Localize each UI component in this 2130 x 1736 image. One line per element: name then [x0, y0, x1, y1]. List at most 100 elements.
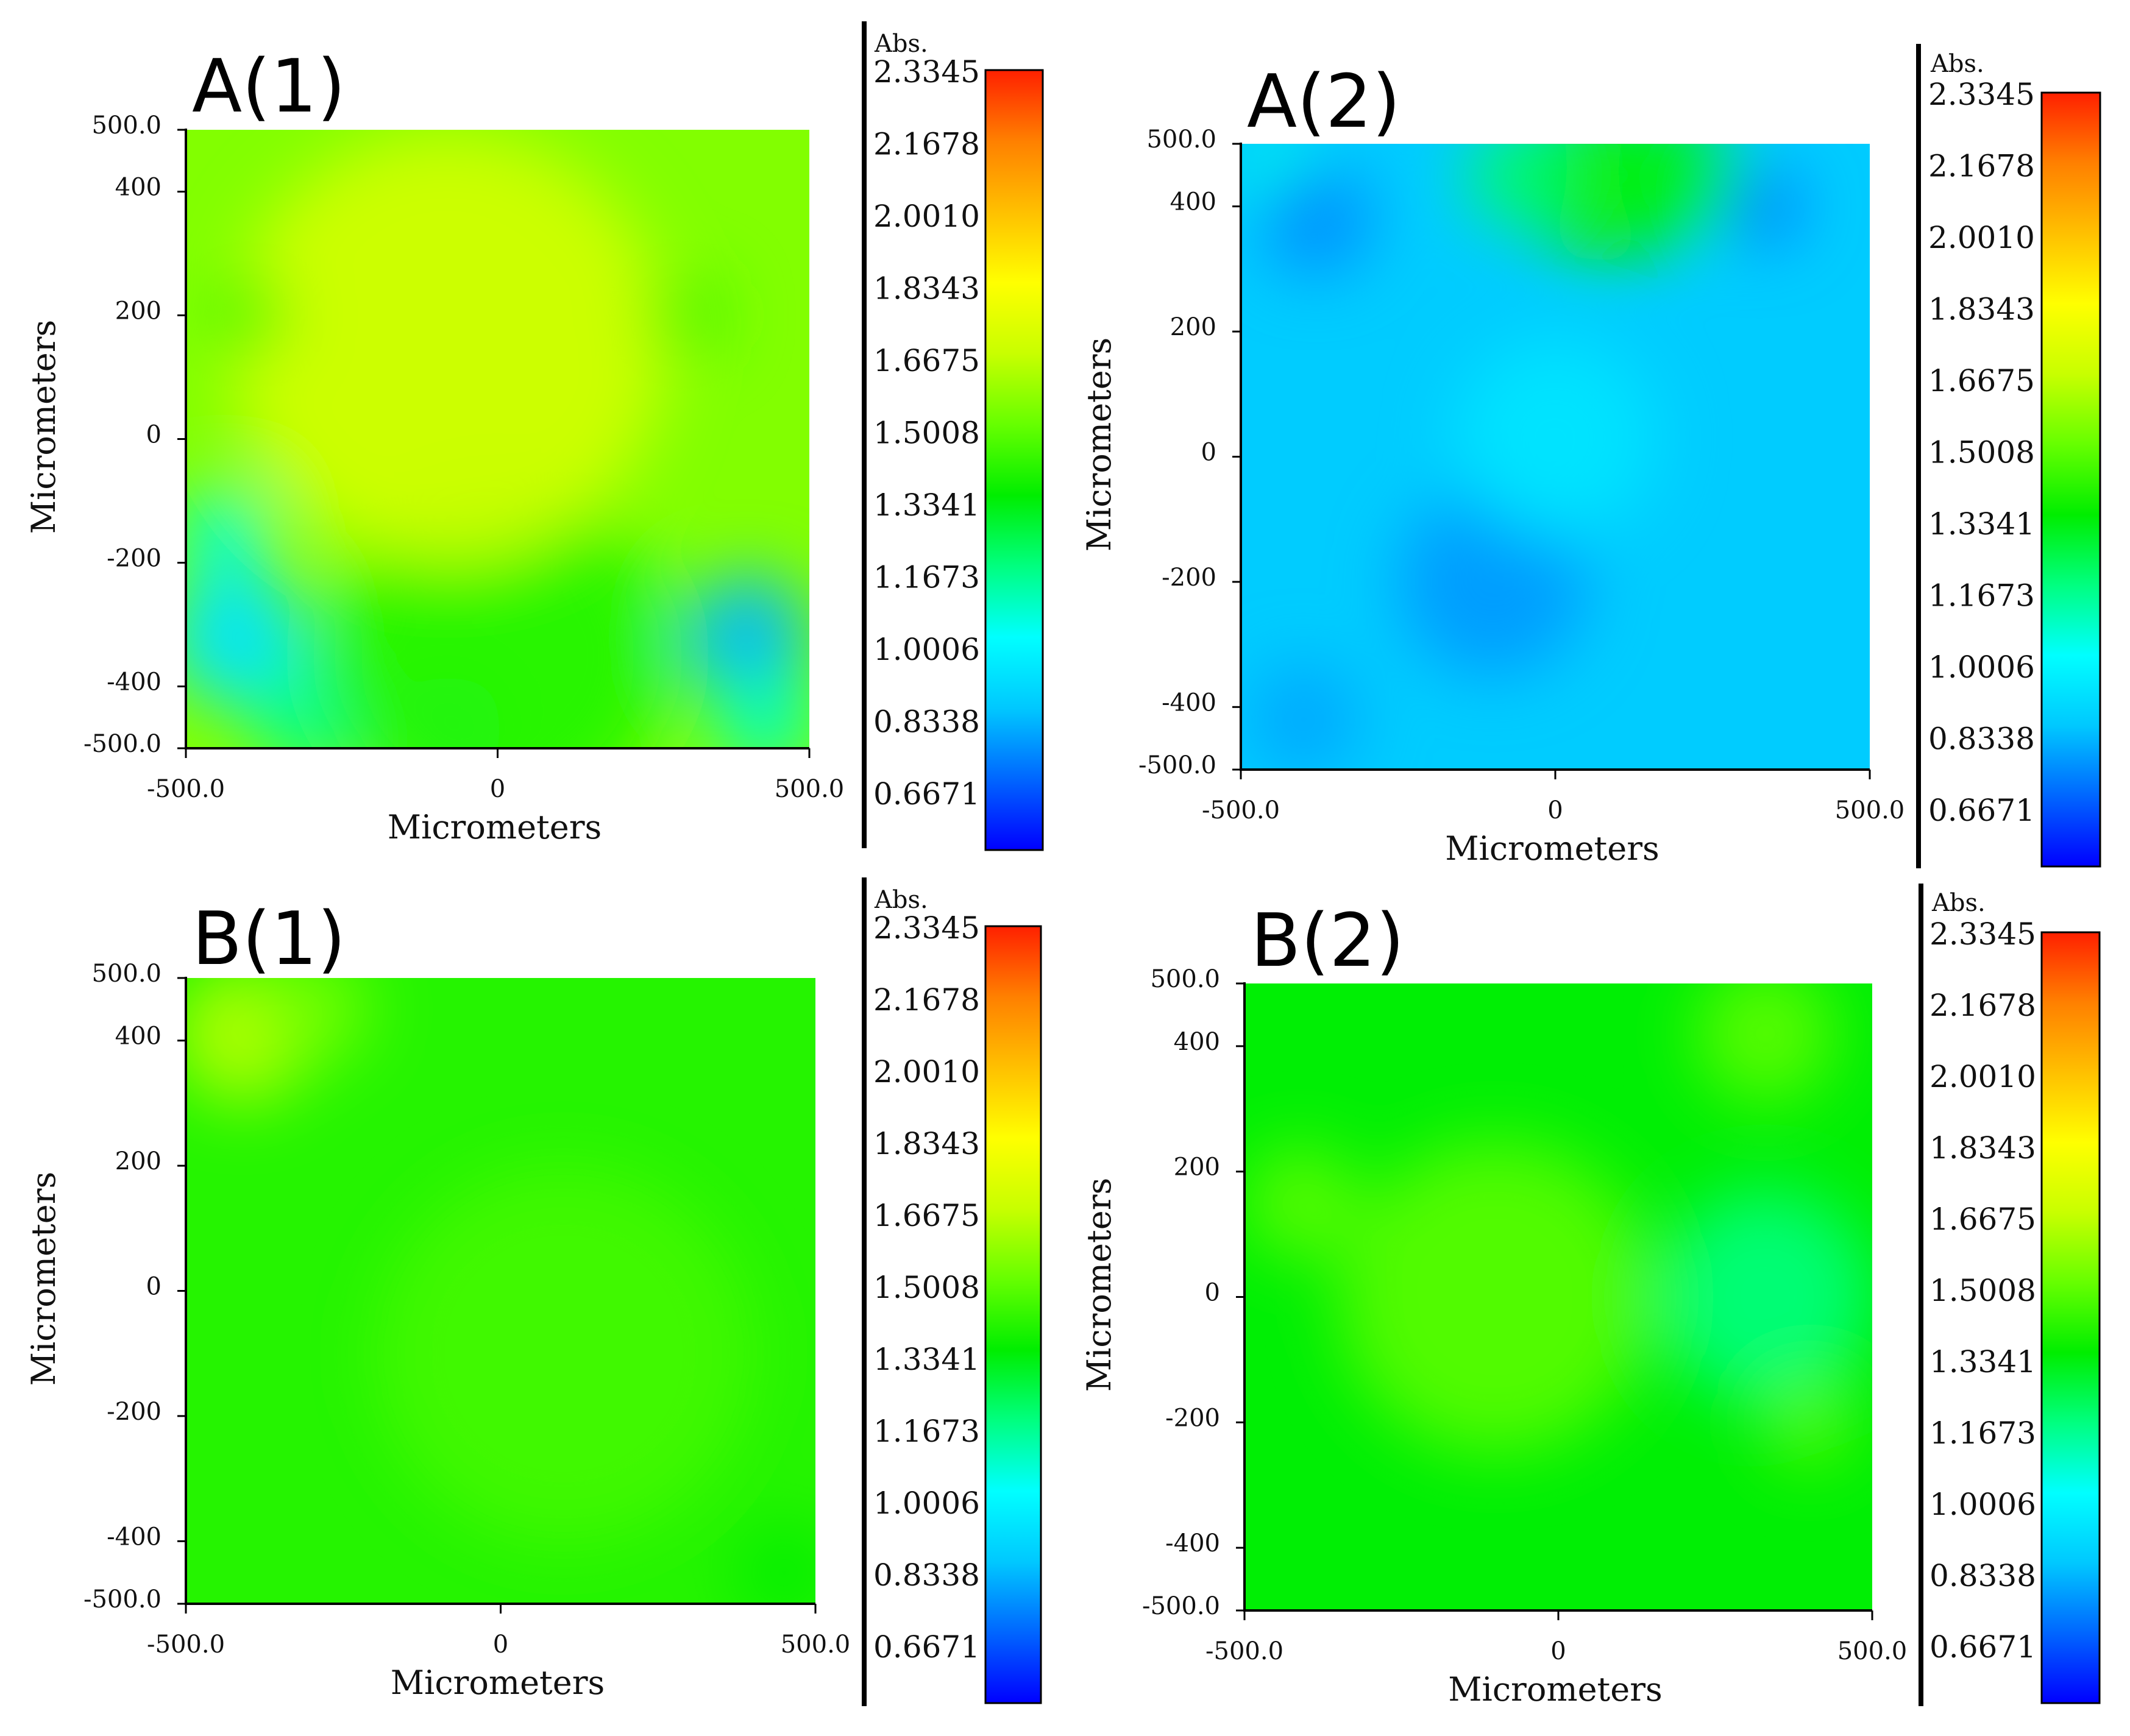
x-tick-label: -500.0: [1202, 796, 1280, 824]
y-tick-label: 200: [115, 1147, 162, 1175]
heatmap-region: [1658, 1190, 1872, 1404]
heatmap-region: [733, 1522, 815, 1604]
x-axis-title: Micrometers: [1448, 1670, 1662, 1709]
colorbar-tick-label: 0.8338: [873, 704, 980, 740]
y-axis-title: Micrometers: [24, 1172, 63, 1386]
y-tick-label: -200: [107, 1398, 162, 1426]
x-tick-label: -500.0: [147, 1631, 225, 1659]
x-tick-label: 500.0: [1837, 1637, 1908, 1665]
colorbar-tick-label: 1.3341: [1928, 506, 2035, 542]
x-tick-label: -500.0: [1205, 1637, 1283, 1665]
x-tick-label: 0: [1550, 1637, 1566, 1665]
colorbar-tick-label: 1.0006: [1928, 650, 2035, 685]
heatmap-region: [229, 130, 666, 563]
heatmap-region: [1338, 1140, 1653, 1454]
y-tick-label: -400: [1165, 1529, 1220, 1557]
heatmap-region: [1244, 1146, 1358, 1259]
colorbar-tick-label: 1.5008: [1929, 1273, 2036, 1308]
heatmap-region: [186, 569, 305, 705]
y-tick-label: 500.0: [1150, 965, 1220, 993]
x-tick-label: 500.0: [781, 1631, 851, 1659]
colorbar: [2040, 91, 2101, 868]
y-tick-label: 500.0: [91, 960, 162, 988]
y-axis-title: Micrometers: [24, 320, 63, 534]
colorbar-tick-label: 1.8343: [873, 271, 980, 306]
y-tick-label: -400: [107, 1523, 162, 1551]
colorbar-tick-label: 0.6671: [1928, 793, 2035, 828]
colorbar: [984, 69, 1044, 851]
y-tick-label: 0: [1201, 439, 1216, 467]
colorbar-tick-label: 1.5008: [873, 1270, 980, 1305]
colorbar-tick-label: 1.0006: [1929, 1487, 2036, 1522]
y-tick-label: 0: [1205, 1279, 1220, 1307]
heatmap-region: [1247, 663, 1361, 770]
heatmap-region: [1696, 983, 1835, 1103]
heatmap-panel-3: 500.0 400 200 0 -200 -400 -500.0 -500.0 0 500.0 Mi…: [24, 877, 1042, 1706]
y-axis-title: Micrometers: [1080, 338, 1118, 551]
y-tick-label: -400: [107, 668, 162, 696]
y-tick-label: 400: [115, 1022, 162, 1050]
y-tick-label: -200: [1165, 1404, 1220, 1432]
x-tick-label: 0: [493, 1631, 508, 1659]
panel-label: B(1): [192, 897, 346, 982]
colorbar-tick-label: 1.3341: [873, 487, 980, 523]
heatmap-region: [186, 488, 267, 575]
colorbar-tick-label: 2.0010: [873, 199, 980, 234]
y-tick-label: 200: [115, 297, 162, 325]
y-tick-label: 400: [1174, 1028, 1220, 1056]
colorbar-tick-label: 0.8338: [1929, 1558, 2036, 1593]
colorbar-tick-label: 2.3345: [1929, 916, 2036, 952]
colorbar-title: Abs.: [874, 886, 928, 914]
y-tick-label: -500.0: [1138, 751, 1216, 779]
heatmap-panel-1: 500.0 400 200 0 -200 -400 -500.0 -500.0 0 500.0 Mi…: [24, 21, 1044, 851]
x-tick-label: 0: [1547, 796, 1563, 824]
colorbar-tick-label: 0.8338: [873, 1557, 980, 1593]
x-tick-label: 500.0: [1835, 796, 1905, 824]
heatmap-region: [647, 278, 722, 353]
heatmap-region: [684, 575, 809, 699]
colorbar-title: Abs.: [1930, 50, 1984, 78]
heatmap-region: [1259, 162, 1373, 275]
colorbar-tick-label: 1.6675: [1928, 363, 2035, 399]
y-tick-label: -200: [107, 545, 162, 573]
heatmap-region: [1467, 144, 1568, 225]
colorbar-tick-label: 0.6671: [1929, 1629, 2036, 1665]
x-tick-label: 500.0: [775, 775, 845, 803]
colorbar: [2040, 931, 2101, 1704]
colorbar-tick-label: 2.1678: [1928, 149, 2035, 184]
colorbar-tick-label: 1.6675: [873, 343, 980, 378]
y-tick-label: -400: [1162, 689, 1216, 717]
y-tick-label: 0: [146, 1273, 162, 1301]
heatmap-region: [1454, 338, 1656, 539]
y-tick-label: -500.0: [1142, 1592, 1220, 1620]
y-tick-label: 500.0: [1146, 126, 1216, 154]
y-tick-label: -500.0: [83, 1585, 162, 1614]
panel-label: B(2): [1251, 899, 1404, 983]
y-tick-label: 0: [146, 421, 162, 449]
colorbar-tick-label: 1.3341: [1929, 1344, 2036, 1380]
x-axis-title: Micrometers: [1445, 829, 1659, 868]
panel-label: A(2): [1247, 60, 1400, 144]
y-tick-label: -200: [1162, 564, 1216, 592]
colorbar-tick-label: 2.0010: [873, 1054, 980, 1089]
heatmap-field: [1244, 983, 1872, 1610]
heatmap-region: [210, 278, 286, 353]
colorbar: [984, 925, 1042, 1704]
heatmap-region: [255, 978, 369, 1066]
heatmap-region: [1618, 144, 1744, 238]
colorbar-tick-label: 2.1678: [873, 127, 980, 162]
panel-label: A(1): [192, 44, 346, 129]
colorbar-title: Abs.: [1931, 889, 1986, 917]
colorbar-tick-label: 0.6671: [873, 776, 980, 812]
y-tick-label: 400: [115, 174, 162, 202]
heatmap-panel-4: 500.0 400 200 0 -200 -400 -500.0 -500.0 0 500.0 Mi…: [1080, 884, 2101, 1709]
colorbar-tick-label: 1.6675: [873, 1198, 980, 1233]
colorbar-tick-label: 0.6671: [873, 1629, 980, 1665]
colorbar-tick-label: 1.3341: [873, 1342, 980, 1377]
colorbar-tick-label: 2.0010: [1928, 220, 2035, 255]
colorbar-tick-label: 1.8343: [1928, 292, 2035, 327]
colorbar-tick-label: 1.6675: [1929, 1202, 2036, 1237]
colorbar-tick-label: 1.5008: [873, 416, 980, 451]
colorbar-tick-label: 0.8338: [1928, 721, 2035, 757]
